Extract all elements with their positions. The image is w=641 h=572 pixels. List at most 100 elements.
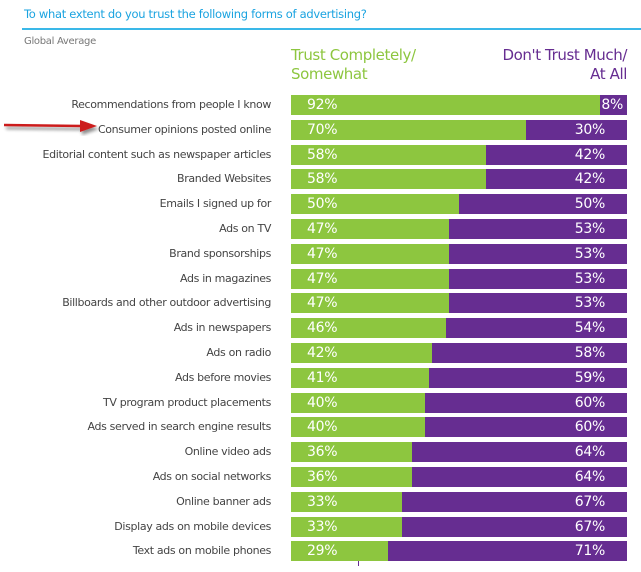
- chart-row: Consumer opinions posted online 70% 30%: [0, 119, 641, 140]
- bar-segment-dont-trust: [459, 194, 627, 215]
- stacked-bar: 46% 54%: [291, 318, 627, 339]
- bar-segment-trust: [291, 194, 459, 215]
- bar-segment-dont-trust: [449, 243, 627, 264]
- bar-segment-dont-trust: [486, 144, 627, 165]
- bar-segment-dont-trust: [449, 293, 627, 314]
- value-label-trust: 58%: [307, 146, 338, 163]
- category-label: Ads on radio: [206, 346, 271, 359]
- value-label-dont-trust: 60%: [574, 394, 606, 411]
- category-label: Brand sponsorships: [169, 246, 271, 260]
- stacked-bar: 33% 67%: [291, 491, 627, 512]
- category-label: Online video ads: [184, 445, 272, 459]
- stacked-bar: 36% 64%: [291, 467, 627, 487]
- bar-segment-trust: [291, 243, 449, 264]
- legend-trust-line2: Somewhat: [291, 65, 368, 83]
- legend-dont-line1: Don't Trust Much/: [502, 46, 627, 64]
- category-label: Editorial content such as newspaper arti…: [42, 147, 272, 161]
- bar-segment-dont-trust: [432, 343, 627, 363]
- bar-segment-dont-trust: [425, 417, 627, 438]
- category-label: Consumer opinions posted online: [97, 122, 271, 136]
- bar-segment-dont-trust: [449, 219, 627, 239]
- legend-dont-line2: At All: [590, 65, 627, 83]
- category-label: Emails I signed up for: [159, 197, 272, 211]
- stacked-bar: 33% 67%: [291, 516, 627, 537]
- chart-row: Online video ads 36% 64%: [0, 442, 641, 463]
- chart-row: Editorial content such as newspaper arti…: [0, 144, 641, 165]
- stacked-bar: 58% 42%: [291, 144, 627, 165]
- bar-segment-dont-trust: [412, 467, 627, 487]
- value-label-trust: 42%: [307, 345, 338, 361]
- stacked-bar: 47% 53%: [291, 293, 627, 314]
- bar-segment-trust: [291, 392, 425, 413]
- value-label-trust: 50%: [307, 196, 338, 213]
- legend-trust: Trust Completely/ Somewhat: [291, 46, 416, 84]
- bar-segment-dont-trust: [486, 169, 627, 190]
- stacked-bar: 36% 64%: [291, 442, 627, 463]
- stacked-bar: 50% 50%: [291, 194, 627, 215]
- category-label: Ads in magazines: [180, 271, 271, 285]
- chart-row: Brand sponsorships 47% 53%: [0, 243, 641, 264]
- value-label-trust: 36%: [307, 469, 338, 485]
- value-label-trust: 40%: [307, 394, 338, 411]
- bar-segment-trust: [291, 95, 600, 115]
- value-label-dont-trust: 53%: [574, 221, 606, 237]
- category-label: Billboards and other outdoor advertising: [62, 296, 271, 310]
- value-label-dont-trust: 58%: [574, 345, 606, 361]
- stacked-bar: 92% 8%: [291, 95, 627, 115]
- bar-segment-dont-trust: [600, 95, 627, 115]
- chart-row: Ads before movies 41% 59%: [0, 367, 641, 388]
- chart-row: Ads in newspapers 46% 54%: [0, 318, 641, 339]
- chart-subtitle: Global Average: [24, 36, 96, 47]
- value-label-dont-trust: 50%: [574, 196, 606, 213]
- category-label: Online banner ads: [176, 494, 271, 508]
- chart-row: Emails I signed up for 50% 50%: [0, 194, 641, 215]
- red-arrow-icon: [3, 120, 97, 132]
- bar-segment-trust: [291, 343, 432, 363]
- value-label-trust: 92%: [307, 97, 338, 113]
- chart-row: Ads on radio 42% 58%: [0, 343, 641, 363]
- chart-title: To what extent do you trust the followin…: [24, 7, 367, 21]
- bar-segment-dont-trust: [412, 442, 627, 463]
- stacked-bar: 40% 60%: [291, 392, 627, 413]
- value-label-trust: 47%: [307, 221, 338, 237]
- value-label-trust: 47%: [307, 295, 338, 312]
- stacked-bar: 47% 53%: [291, 268, 627, 289]
- title-divider: [22, 28, 641, 30]
- value-label-dont-trust: 64%: [574, 469, 606, 485]
- value-label-dont-trust: 42%: [574, 171, 606, 188]
- chart-row: Ads served in search engine results 40% 60…: [0, 417, 641, 438]
- bar-segment-trust: [291, 144, 486, 165]
- category-label: Ads on social networks: [152, 470, 272, 483]
- stacked-bar: 58% 42%: [291, 169, 627, 190]
- value-label-dont-trust: 53%: [574, 295, 606, 312]
- bar-segment-trust: [291, 169, 486, 190]
- value-label-trust: 33%: [307, 493, 338, 510]
- chart-row: Billboards and other outdoor advertising…: [0, 293, 641, 314]
- value-label-trust: 33%: [307, 518, 338, 535]
- chart-row: Text ads on mobile phones 29% 71%: [0, 541, 641, 562]
- stacked-bar: 47% 53%: [291, 243, 627, 264]
- value-label-trust: 29%: [307, 543, 338, 560]
- bar-segment-dont-trust: [446, 318, 627, 339]
- value-label-dont-trust: 67%: [574, 493, 606, 510]
- value-label-trust: 40%: [307, 419, 338, 436]
- category-label: Display ads on mobile devices: [114, 519, 271, 533]
- value-label-dont-trust: 67%: [574, 518, 606, 535]
- bar-segment-trust: [291, 119, 526, 140]
- bar-segment-trust: [291, 219, 449, 239]
- stacked-bar: 29% 71%: [291, 541, 627, 562]
- chart-row: Ads in magazines 47% 53%: [0, 268, 641, 289]
- value-label-dont-trust: 54%: [574, 320, 606, 337]
- category-label: Ads before movies: [175, 370, 271, 384]
- chart-row: Ads on social networks 36% 64%: [0, 467, 641, 487]
- value-label-dont-trust: 59%: [574, 369, 606, 386]
- value-label-trust: 70%: [307, 121, 338, 138]
- chart-row: Ads on TV 47% 53%: [0, 219, 641, 239]
- chart-row: Online banner ads 33% 67%: [0, 491, 641, 512]
- category-label: Text ads on mobile phones: [132, 544, 271, 558]
- bar-segment-trust: [291, 467, 412, 487]
- category-label: Ads served in search engine results: [87, 420, 272, 434]
- value-label-trust: 47%: [307, 270, 338, 287]
- bar-segment-dont-trust: [402, 491, 627, 512]
- value-label-dont-trust: 8%: [601, 97, 623, 113]
